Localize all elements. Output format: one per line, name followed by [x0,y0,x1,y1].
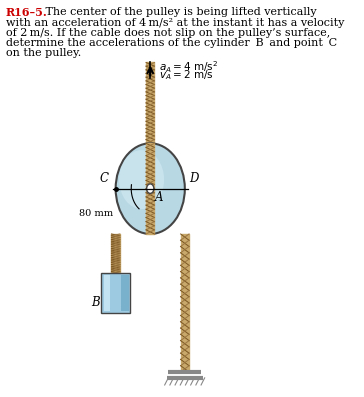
Circle shape [116,143,185,234]
Bar [104,276,110,311]
Text: The center of the pulley is being lifted vertically: The center of the pulley is being lifted… [35,7,317,17]
Text: on the pulley.: on the pulley. [6,48,81,58]
Text: of 2 m/s. If the cable does not slip on the pulley’s surface,: of 2 m/s. If the cable does not slip on … [6,28,330,38]
Text: R16–5.: R16–5. [6,7,48,18]
Circle shape [119,150,164,209]
Text: $v_A = 2\ \mathrm{m/s}$: $v_A = 2\ \mathrm{m/s}$ [159,68,214,82]
Text: D: D [189,172,199,185]
Text: with an acceleration of 4 m/s² at the instant it has a velocity: with an acceleration of 4 m/s² at the in… [6,17,344,27]
Circle shape [147,184,154,193]
Text: determine the accelerations of the cylinder  B  and point  C: determine the accelerations of the cylin… [6,38,337,48]
Text: A: A [155,191,163,204]
Text: 80 mm: 80 mm [79,209,112,218]
Text: C: C [99,172,108,185]
Bar [102,274,130,313]
Text: B: B [91,296,100,309]
Bar [121,276,128,311]
Text: $a_A = 4\ \mathrm{m/s}^2$: $a_A = 4\ \mathrm{m/s}^2$ [159,60,218,75]
